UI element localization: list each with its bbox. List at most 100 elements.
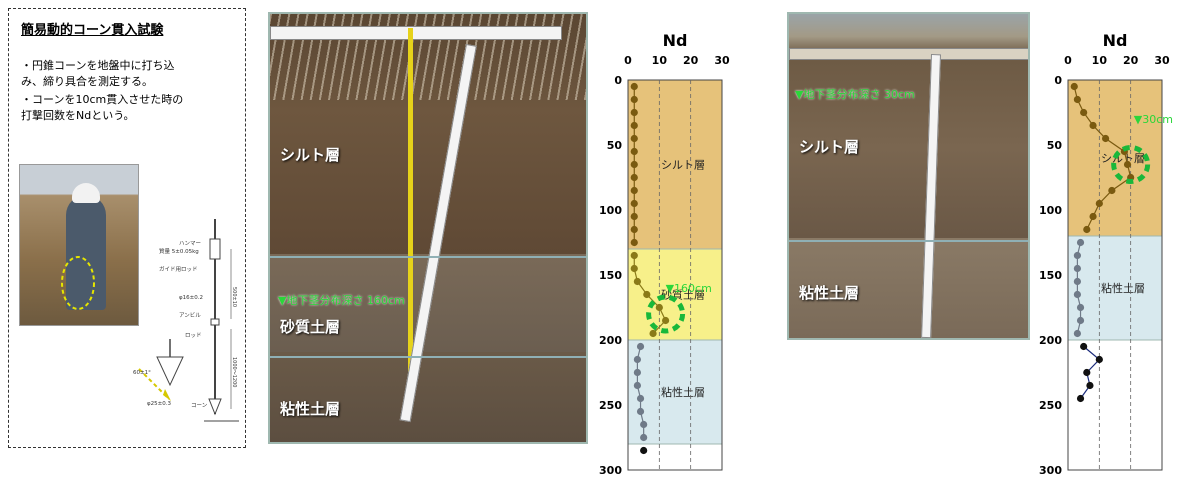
x-tick-label: 20 (1123, 54, 1139, 67)
data-point (1123, 160, 1132, 169)
chart-title: Nd (1103, 31, 1128, 50)
horizontal-ruler (270, 26, 562, 40)
worker-figure (66, 195, 106, 310)
soil-layer-label: 粘性土層 (1101, 281, 1145, 295)
worker-photo (19, 164, 139, 326)
data-point (630, 264, 638, 273)
data-point (630, 212, 638, 221)
label-hammer-mass: 質量 5±0.05kg (159, 247, 199, 255)
data-point (633, 277, 641, 286)
label-dim-1000: 1000～1200 (231, 357, 237, 387)
soil-profile-photo-2: ▼地下茎分布深さ 30cm シルト層 粘性土層 (787, 12, 1030, 340)
layer-label-clay: 粘性土層 (280, 400, 341, 418)
y-tick-label: 50 (1047, 139, 1063, 152)
label-cone: コーン (191, 402, 208, 409)
soil-clay-region (789, 237, 1028, 338)
x-tick-label: 0 (624, 54, 632, 67)
plot-frame (627, 79, 723, 471)
x-tick-label: 0 (1064, 54, 1072, 67)
data-point (1073, 277, 1081, 286)
data-point (630, 95, 638, 104)
data-point (640, 420, 648, 429)
data-point (1083, 368, 1091, 377)
layer-boundary-line (270, 256, 586, 258)
cone-detail-shape (156, 356, 184, 387)
highlight-dashed-circle (1111, 145, 1151, 184)
highlight-dashed-circle (646, 294, 686, 334)
data-point (630, 199, 638, 208)
data-point (1073, 290, 1081, 299)
x-tick-label: 30 (1154, 54, 1170, 67)
data-point (1089, 121, 1097, 130)
data-point (636, 407, 645, 416)
label-dim-500: 500±10 (231, 287, 237, 307)
helmet-icon (72, 183, 100, 203)
data-point (1073, 95, 1081, 104)
chart-title: Nd (663, 31, 688, 50)
data-point (633, 381, 641, 390)
data-point (1080, 342, 1088, 351)
x-tick-label: 10 (652, 54, 668, 67)
data-point (1070, 82, 1078, 91)
soil-layer-band (627, 79, 723, 250)
layer-boundary-line (789, 240, 1028, 242)
y-tick-label: 150 (1039, 269, 1062, 282)
label-anvil: アンビル (179, 311, 201, 319)
y-tick-label: 0 (614, 74, 622, 87)
layer-boundary-line (270, 356, 586, 358)
data-point (630, 225, 638, 234)
label-phi25: φ25±0.3 (147, 401, 171, 407)
anvil-shape (210, 318, 220, 326)
layer-label-silt: シルト層 (280, 146, 341, 164)
y-tick-label: 300 (599, 464, 622, 477)
soil-profile-photo-1: シルト層 ▼地下茎分布深さ 160cm 砂質土層 粘性土層 (268, 12, 588, 444)
description-line: ・コーンを10cm貫入させた時の (21, 93, 184, 106)
cone-tip-shape (208, 398, 222, 416)
data-point (630, 238, 638, 247)
data-point (1083, 225, 1091, 234)
soil-layer-label: シルト層 (661, 159, 705, 172)
data-point (1095, 355, 1103, 364)
data-point (640, 446, 648, 455)
arrow-head-icon (163, 389, 171, 401)
data-point (1076, 238, 1085, 247)
y-tick-label: 300 (1039, 464, 1062, 477)
label-angle: 60±1° (133, 370, 151, 376)
data-point (1073, 264, 1081, 273)
data-point (630, 173, 638, 182)
data-point (636, 342, 645, 351)
data-point (1073, 251, 1081, 260)
data-point (636, 394, 645, 403)
data-point (630, 121, 638, 130)
data-point (1095, 199, 1103, 208)
y-tick-label: 50 (607, 139, 623, 152)
rhizome-depth-marker: ▼160cm (666, 282, 712, 295)
data-point (662, 316, 670, 325)
cone-penetrometer-diagram: ハンマー 質量 5±0.05kg ガイド用ロッド φ16±0.2 アンビル ロッ… (133, 219, 239, 422)
label-phi16: φ16±0.2 (179, 295, 203, 301)
plot-frame (1067, 79, 1163, 471)
y-tick-label: 200 (1039, 334, 1062, 347)
rhizome-depth-marker: ▼30cm (1134, 113, 1173, 126)
data-point (630, 108, 638, 117)
data-point (630, 251, 638, 260)
layer-label-sand: 砂質土層 (280, 318, 341, 336)
label-hammer: ハンマー (179, 240, 201, 247)
hammer-shape (209, 238, 221, 260)
data-point (630, 147, 638, 156)
data-point (630, 82, 638, 91)
y-tick-label: 250 (1039, 399, 1062, 412)
y-tick-label: 150 (599, 269, 622, 282)
description-line: ・円錐コーンを地盤中に打ち込 (21, 59, 175, 72)
soil-layer-band (1067, 235, 1163, 341)
data-point (1102, 134, 1110, 143)
y-tick-label: 100 (1039, 204, 1062, 217)
data-point (633, 355, 641, 364)
description-line: 打撃回数をNdという。 (21, 109, 135, 122)
data-point (1108, 186, 1116, 195)
root-mat (789, 48, 1028, 60)
data-point (1076, 394, 1085, 403)
data-point (1076, 303, 1085, 312)
highlight-ellipse (61, 256, 95, 310)
